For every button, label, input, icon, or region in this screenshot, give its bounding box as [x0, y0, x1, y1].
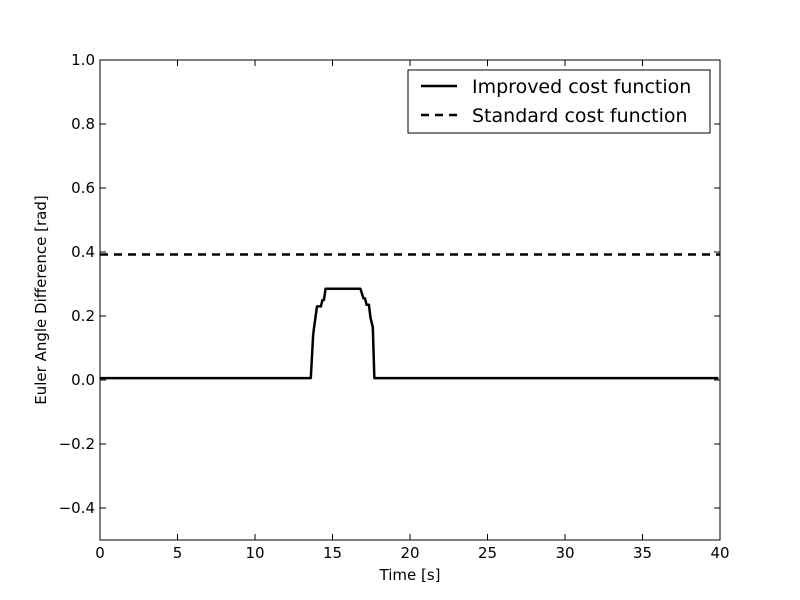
ticks-layer: [99, 59, 721, 540]
legend-label-improved: Improved cost function: [472, 76, 691, 98]
x-tick-label: 15: [323, 544, 342, 562]
x-axis-label: Time [s]: [379, 566, 441, 584]
y-tick-label: −0.4: [59, 499, 95, 517]
x-tick-label: 0: [95, 544, 105, 562]
legend-box: [407, 69, 711, 134]
series-layer: [100, 253, 720, 380]
y-tick-label: 1.0: [71, 51, 95, 69]
x-tick-label: 40: [710, 544, 729, 562]
y-tick-label: −0.2: [59, 435, 95, 453]
x-tick-label: 30: [555, 544, 574, 562]
legend-label-standard: Standard cost function: [472, 105, 688, 127]
x-tick-label: 5: [173, 544, 183, 562]
x-tick-label: 25: [478, 544, 497, 562]
y-tick-label: 0.8: [71, 115, 95, 133]
y-axis-label: Euler Angle Difference [rad]: [32, 195, 50, 404]
x-tick-label: 10: [245, 544, 264, 562]
y-tick-label: 0.4: [71, 243, 95, 261]
y-tick-label: 0.0: [71, 371, 95, 389]
series-line-0: [100, 287, 719, 380]
tick-labels-layer: 0 5 10 15 20 25 30 35 40 −0.4 −0.2 0.0 0.2 0.4 0.6 0.8 1…: [59, 51, 730, 562]
x-tick-label: 20: [400, 544, 419, 562]
legend: Improved cost function Standard cost fun…: [407, 69, 711, 134]
y-tick-label: 0.6: [71, 179, 95, 197]
y-tick-label: 0.2: [71, 307, 95, 325]
x-tick-label: 35: [633, 544, 652, 562]
